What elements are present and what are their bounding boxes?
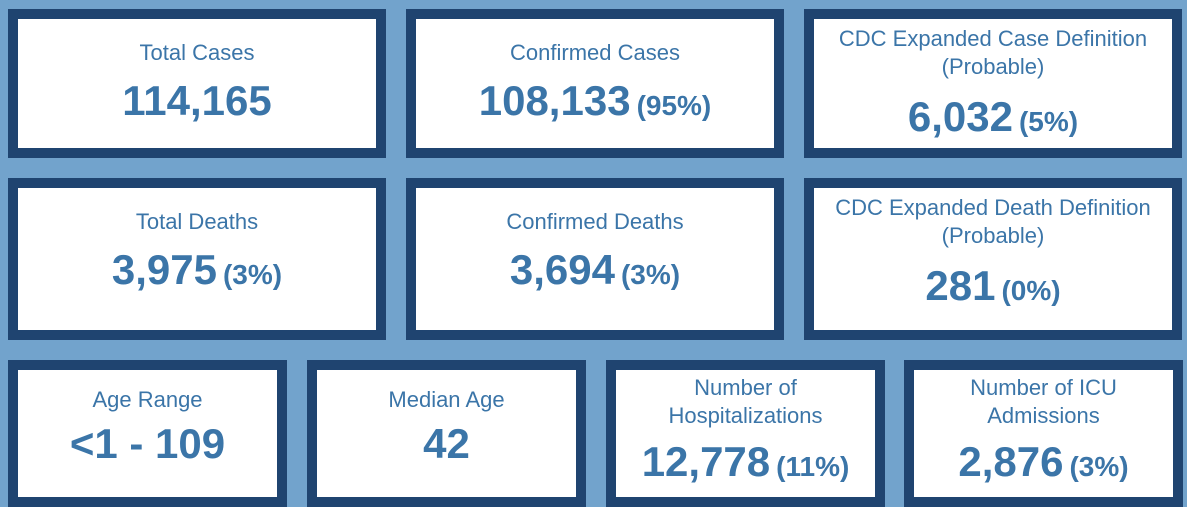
probable-deaths-percent: (0%) [1001, 275, 1061, 306]
total-deaths-value: 3,975 [111, 246, 217, 293]
probable-deaths-value-line: 281 (0%) [925, 262, 1060, 310]
total-deaths-percent: (3%) [222, 259, 283, 290]
confirmed-cases-percent: (95%) [636, 90, 712, 121]
hospitalizations-card: Number of Hospitalizations 12,778 (11%) [606, 360, 885, 507]
probable-cases-value-line: 6,032 (5%) [908, 93, 1078, 141]
confirmed-deaths-percent: (3%) [620, 259, 681, 290]
median-age-value: 42 [423, 420, 470, 467]
age-range-card: Age Range <1 - 109 [8, 360, 287, 507]
confirmed-deaths-label: Confirmed Deaths [506, 209, 684, 234]
probable-cases-label-line2: (Probable) [941, 54, 1045, 79]
age-range-label: Age Range [92, 387, 203, 412]
median-age-card: Median Age 42 [307, 360, 586, 507]
probable-cases-card: CDC Expanded Case Definition (Probable) … [804, 9, 1182, 158]
hospitalizations-label-line2: Hospitalizations [668, 403, 823, 428]
confirmed-deaths-value: 3,694 [509, 246, 615, 293]
confirmed-cases-label: Confirmed Cases [510, 40, 680, 65]
total-deaths-card: Total Deaths 3,975 (3%) [8, 178, 386, 340]
age-range-value: <1 - 109 [69, 420, 226, 467]
age-range-value-line: <1 - 109 [70, 420, 225, 468]
confirmed-cases-card: Confirmed Cases 108,133 (95%) [406, 9, 784, 158]
confirmed-deaths-card: Confirmed Deaths 3,694 (3%) [406, 178, 784, 340]
icu-admissions-label-line1: Number of ICU [970, 375, 1117, 400]
icu-admissions-value: 2,876 [958, 438, 1064, 485]
total-deaths-label: Total Deaths [135, 209, 259, 234]
probable-cases-label-line1: CDC Expanded Case Definition [838, 26, 1148, 51]
hospitalizations-value: 12,778 [641, 438, 771, 485]
probable-deaths-value: 281 [925, 262, 996, 309]
total-cases-value: 114,165 [122, 77, 272, 124]
icu-admissions-card: Number of ICU Admissions 2,876 (3%) [904, 360, 1183, 507]
total-cases-card: Total Cases 114,165 [8, 9, 386, 158]
probable-deaths-label-line1: CDC Expanded Death Definition [835, 195, 1151, 220]
icu-admissions-label-line2: Admissions [987, 403, 1100, 428]
median-age-value-line: 42 [423, 420, 470, 468]
probable-deaths-label-line2: (Probable) [941, 223, 1045, 248]
confirmed-cases-value: 108,133 [478, 77, 631, 124]
confirmed-cases-value-line: 108,133 (95%) [479, 77, 712, 125]
hospitalizations-percent: (11%) [776, 451, 850, 482]
probable-deaths-card: CDC Expanded Death Definition (Probable)… [804, 178, 1182, 340]
icu-admissions-value-line: 2,876 (3%) [958, 438, 1128, 486]
total-cases-label: Total Cases [139, 40, 255, 65]
probable-cases-value: 6,032 [907, 93, 1013, 140]
icu-admissions-percent: (3%) [1069, 451, 1129, 482]
hospitalizations-value-line: 12,778 (11%) [642, 438, 850, 486]
median-age-label: Median Age [388, 387, 505, 412]
probable-cases-percent: (5%) [1018, 106, 1079, 137]
total-cases-value-line: 114,165 [122, 77, 272, 125]
confirmed-deaths-value-line: 3,694 (3%) [510, 246, 680, 294]
hospitalizations-label-line1: Number of [694, 375, 797, 400]
total-deaths-value-line: 3,975 (3%) [112, 246, 282, 294]
